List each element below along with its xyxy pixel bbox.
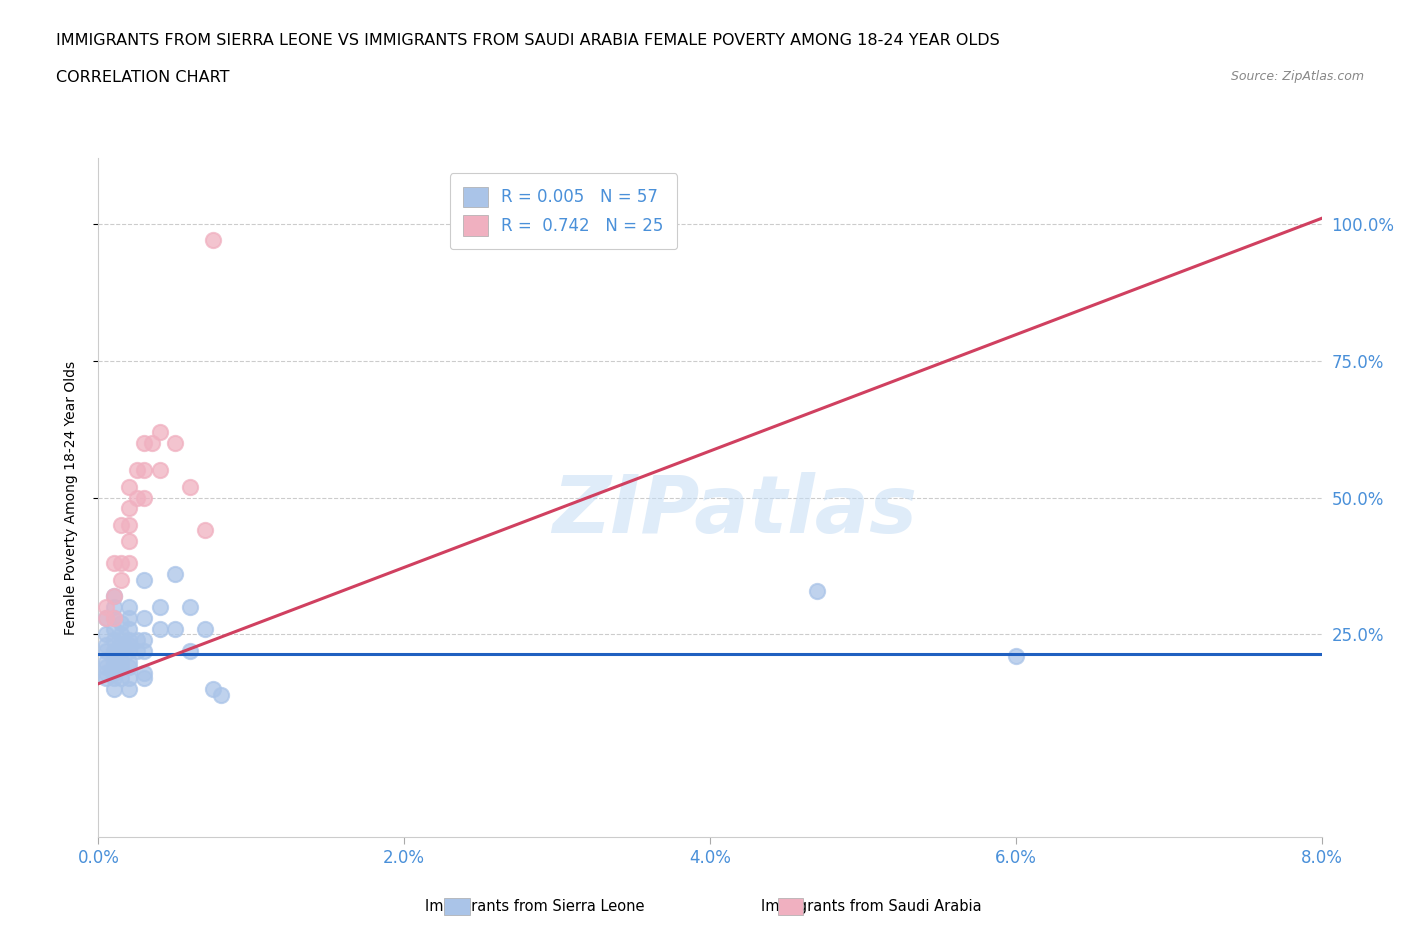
Point — [118, 632, 141, 647]
Point — [103, 600, 125, 615]
Point — [94, 611, 117, 626]
Point — [118, 671, 141, 685]
Point — [110, 632, 132, 647]
Point — [118, 638, 141, 653]
Point — [118, 621, 141, 636]
Point — [141, 435, 163, 450]
Point — [103, 649, 125, 664]
Point — [1004, 649, 1026, 664]
Point — [125, 644, 148, 658]
Point — [110, 660, 132, 675]
Point — [110, 572, 132, 587]
Point — [110, 655, 132, 670]
Point — [149, 463, 172, 478]
Point — [103, 660, 125, 675]
Point — [103, 644, 125, 658]
Point — [103, 611, 125, 626]
Point — [163, 435, 186, 450]
Point — [125, 463, 148, 478]
Y-axis label: Female Poverty Among 18-24 Year Olds: Female Poverty Among 18-24 Year Olds — [63, 361, 77, 634]
Point — [94, 660, 117, 675]
Point — [103, 632, 125, 647]
Point — [110, 616, 132, 631]
Point — [94, 671, 117, 685]
Point — [125, 490, 148, 505]
Point — [103, 665, 125, 680]
Point — [202, 232, 225, 247]
Point — [134, 644, 156, 658]
Point — [179, 600, 201, 615]
Point — [94, 627, 117, 642]
Point — [194, 523, 217, 538]
Point — [194, 621, 217, 636]
Point — [94, 600, 117, 615]
Text: IMMIGRANTS FROM SIERRA LEONE VS IMMIGRANTS FROM SAUDI ARABIA FEMALE POVERTY AMON: IMMIGRANTS FROM SIERRA LEONE VS IMMIGRAN… — [56, 33, 1000, 47]
Text: Immigrants from Sierra Leone: Immigrants from Sierra Leone — [425, 899, 644, 914]
Point — [134, 665, 156, 680]
Point — [149, 424, 172, 439]
Point — [118, 660, 141, 675]
Point — [94, 655, 117, 670]
Point — [118, 479, 141, 494]
Point — [94, 638, 117, 653]
Point — [134, 490, 156, 505]
Point — [134, 463, 156, 478]
Point — [118, 655, 141, 670]
Point — [110, 671, 132, 685]
Point — [209, 687, 232, 702]
Point — [103, 671, 125, 685]
Point — [103, 621, 125, 636]
Point — [118, 534, 141, 549]
Text: Source: ZipAtlas.com: Source: ZipAtlas.com — [1230, 70, 1364, 83]
Point — [110, 556, 132, 571]
Point — [118, 611, 141, 626]
Point — [103, 589, 125, 604]
Point — [94, 611, 117, 626]
Point — [110, 644, 132, 658]
Point — [118, 600, 141, 615]
Point — [110, 638, 132, 653]
Point — [202, 682, 225, 697]
Point — [134, 632, 156, 647]
Point — [163, 566, 186, 581]
Point — [179, 479, 201, 494]
Point — [149, 600, 172, 615]
Text: Immigrants from Saudi Arabia: Immigrants from Saudi Arabia — [762, 899, 981, 914]
Point — [103, 556, 125, 571]
Point — [118, 517, 141, 532]
Point — [103, 682, 125, 697]
Text: CORRELATION CHART: CORRELATION CHART — [56, 70, 229, 85]
Point — [103, 655, 125, 670]
Point — [134, 435, 156, 450]
Point — [118, 644, 141, 658]
Point — [118, 501, 141, 516]
Point — [103, 589, 125, 604]
Text: ZIPatlas: ZIPatlas — [553, 472, 917, 551]
Point — [94, 644, 117, 658]
Point — [118, 556, 141, 571]
Point — [110, 517, 132, 532]
Legend: R = 0.005   N = 57, R =  0.742   N = 25: R = 0.005 N = 57, R = 0.742 N = 25 — [450, 173, 676, 249]
Point — [163, 621, 186, 636]
Point — [134, 611, 156, 626]
Point — [149, 621, 172, 636]
Point — [134, 572, 156, 587]
Point — [110, 627, 132, 642]
Point — [103, 611, 125, 626]
Point — [94, 665, 117, 680]
Point — [125, 632, 148, 647]
Point — [134, 671, 156, 685]
Point — [118, 682, 141, 697]
Point — [806, 583, 828, 598]
Point — [179, 644, 201, 658]
